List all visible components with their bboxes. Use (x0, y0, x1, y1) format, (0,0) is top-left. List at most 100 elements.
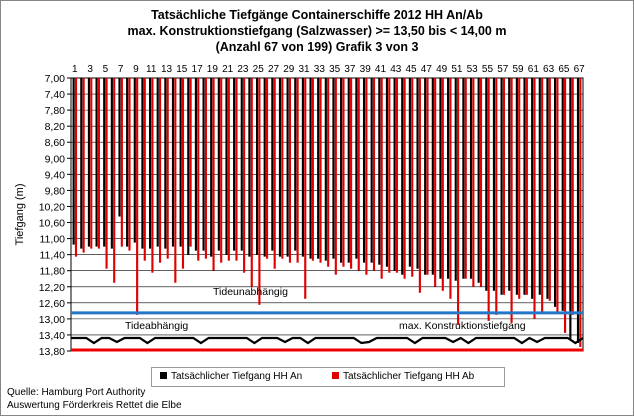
bar-ab (418, 78, 421, 293)
y-tick-label: 9,00 (45, 153, 66, 165)
bar-an (408, 78, 411, 267)
y-tick-label: 7,40 (45, 89, 66, 101)
bar-ab (181, 78, 185, 269)
bar-an (538, 78, 541, 295)
y-tick-label: 13,40 (39, 330, 65, 342)
bar-an (72, 78, 75, 245)
bar-ab (334, 78, 337, 275)
bar-ab (128, 78, 131, 251)
bar-an (286, 78, 289, 257)
bar-an (171, 78, 175, 247)
bar-ab (502, 78, 506, 295)
bar-ab (189, 78, 192, 247)
bar-an (240, 78, 243, 251)
x-tick-label: 13 (161, 64, 173, 75)
bar-ab (158, 78, 162, 263)
chart-title-line-2: max. Konstruktionstiefgang (Salzwasser) … (127, 24, 507, 38)
legend-item-ab: Tatsächlicher Tiefgang HH Ab (332, 371, 474, 382)
legend-swatch-an (160, 372, 167, 379)
bar-ab (495, 78, 498, 315)
x-tick-label: 59 (512, 64, 524, 75)
bar-ab (571, 78, 574, 315)
y-axis-label: Tiefgang (m) (14, 184, 26, 246)
bar-ab (380, 78, 383, 279)
legend-item-an: Tatsächlicher Tiefgang HH An (160, 371, 302, 382)
x-tick-label: 37 (344, 64, 356, 75)
x-tick-label: 29 (283, 64, 295, 75)
bar-ab (579, 78, 582, 347)
bar-ab (395, 78, 399, 273)
plot-area (70, 77, 584, 352)
x-tick-label: 7 (118, 64, 124, 75)
x-tick-label: 51 (451, 64, 463, 75)
bar-an (508, 78, 511, 291)
bar-ab (265, 78, 269, 259)
bar-ab (441, 78, 444, 291)
bar-an (347, 78, 350, 263)
x-tick-label: 33 (314, 64, 326, 75)
bar-ab (143, 78, 146, 261)
bar-an (309, 78, 312, 259)
x-tick-label: 41 (375, 64, 387, 75)
bar-ab (518, 78, 521, 299)
x-tick-label: 1 (72, 64, 78, 75)
bar-ab (288, 78, 292, 263)
bar-an (87, 78, 90, 247)
bar-ab (327, 78, 330, 267)
bar-an (531, 78, 534, 299)
x-tick-label: 47 (421, 64, 433, 75)
bar-an (462, 78, 465, 279)
bar-an (447, 78, 450, 279)
bar-ab (120, 78, 123, 247)
x-tick-label: 19 (207, 64, 219, 75)
bar-an (378, 78, 381, 265)
bar-an (385, 78, 389, 267)
bar-an (500, 78, 503, 295)
bar-an (554, 78, 557, 307)
y-tick-label: 8,20 (45, 121, 66, 133)
bar-an (401, 78, 404, 275)
x-tick-label: 39 (360, 64, 372, 75)
bar-an (80, 78, 83, 249)
bar-ab (457, 78, 460, 325)
legend-swatch-ab (332, 372, 339, 379)
bar-an (393, 78, 396, 271)
x-tick-label: 11 (146, 64, 157, 75)
x-tick-label: 15 (176, 64, 188, 75)
x-tick-label: 5 (103, 64, 109, 75)
bar-an (194, 78, 197, 251)
bar-ab (105, 78, 108, 269)
bar-ab (90, 78, 93, 249)
bar-ab (564, 78, 567, 333)
legend: Tatsächlicher Tiefgang HH An Tatsächlich… (151, 367, 505, 387)
bar-an (141, 78, 144, 249)
bar-ab (258, 78, 261, 305)
x-tick-label: 25 (253, 64, 265, 75)
line-tideabhaengig (71, 336, 584, 345)
bar-ab (434, 78, 437, 287)
bar-an (263, 78, 266, 257)
y-tick-label: 11,80 (40, 266, 66, 278)
bar-an (340, 78, 343, 263)
bar-an (431, 78, 434, 275)
chart-title-line-3: (Anzahl 67 von 199) Grafik 3 von 3 (215, 40, 419, 54)
y-tick-label: 11,00 (40, 234, 66, 246)
x-tick-label: 67 (574, 64, 586, 75)
y-tick-label: 8,60 (45, 137, 66, 149)
y-tick-label: 10,20 (39, 201, 65, 213)
bar-ab (403, 78, 406, 279)
x-tick-label: 31 (299, 64, 311, 75)
bar-ab (372, 78, 376, 271)
x-tick-label: 3 (87, 64, 93, 75)
bar-ab (304, 78, 307, 299)
bar-an (187, 78, 190, 255)
bar-an (217, 78, 220, 251)
bar-an (248, 78, 251, 257)
bar-ab (357, 78, 360, 271)
source-line-2: Auswertung Förderkreis Rettet die Elbe (7, 400, 182, 411)
bar-ab (74, 78, 78, 257)
bar-an (110, 78, 113, 249)
x-tick-label: 21 (222, 64, 234, 75)
x-tick-label: 35 (329, 64, 341, 75)
legend-label-ab: Tatsächlicher Tiefgang HH Ab (343, 371, 475, 382)
